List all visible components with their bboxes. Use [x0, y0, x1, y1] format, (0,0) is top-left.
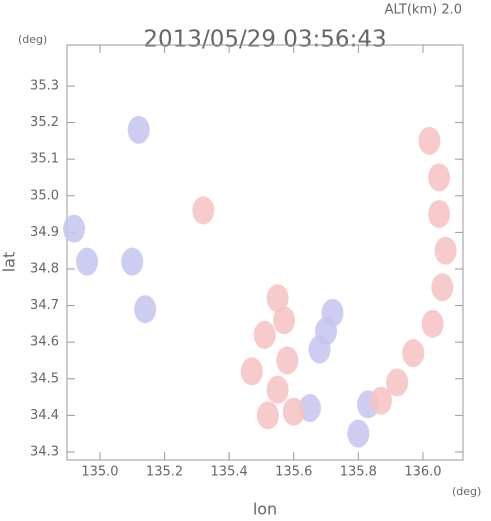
echo-region [428, 200, 451, 229]
y-tick-label: 34.7 [30, 298, 59, 313]
echo-region [431, 273, 454, 302]
echo-region [253, 320, 276, 349]
echo-region [121, 247, 144, 276]
echo-region [434, 236, 457, 265]
x-tick-label: 135.0 [81, 465, 118, 480]
echo-region [282, 397, 305, 426]
echo-region [63, 214, 86, 243]
y-unit: (deg) [18, 33, 47, 46]
echo-region [192, 196, 215, 225]
y-tick-label: 34.9 [30, 225, 59, 240]
x-tick-label: 135.4 [211, 465, 248, 480]
y-tick-label: 34.8 [30, 261, 59, 276]
y-tick-label: 35.1 [30, 152, 59, 167]
echo-region [134, 295, 157, 324]
echo-region [321, 298, 344, 327]
echo-region [256, 401, 279, 430]
y-tick-label: 35.3 [30, 78, 59, 93]
echo-region [273, 306, 296, 335]
echo-region [421, 309, 444, 338]
altitude-label: ALT(km) 2.0 [385, 3, 462, 18]
x-tick-label: 135.6 [275, 465, 312, 480]
echo-region [127, 115, 150, 144]
y-tick-label: 34.3 [30, 444, 59, 459]
x-axis-label: lon [253, 500, 277, 519]
echo-region [418, 126, 441, 155]
x-tick-label: 135.8 [340, 465, 377, 480]
y-tick-label: 35.2 [30, 115, 59, 130]
echo-region [240, 357, 263, 386]
echo-region [266, 284, 289, 313]
y-axis-label: lat [0, 252, 19, 273]
y-tick-label: 34.4 [30, 408, 59, 423]
chart-title: 2013/05/29 03:56:43 [143, 27, 386, 53]
y-tick-label: 34.5 [30, 371, 59, 386]
echo-region [369, 386, 392, 415]
y-tick-label: 35.0 [30, 188, 59, 203]
echo-region [402, 339, 425, 368]
x-tick-label: 135.2 [146, 465, 183, 480]
echo-region [76, 247, 99, 276]
echo-region [308, 335, 331, 364]
echo-region [386, 368, 409, 397]
y-tick-label: 34.6 [30, 335, 59, 350]
echo-region [276, 346, 299, 375]
echo-region [347, 419, 370, 448]
echo-region [428, 163, 451, 192]
x-unit: (deg) [452, 485, 481, 498]
echo-region [266, 375, 289, 404]
plot-frame [66, 44, 464, 461]
x-tick-label: 136.0 [404, 465, 441, 480]
